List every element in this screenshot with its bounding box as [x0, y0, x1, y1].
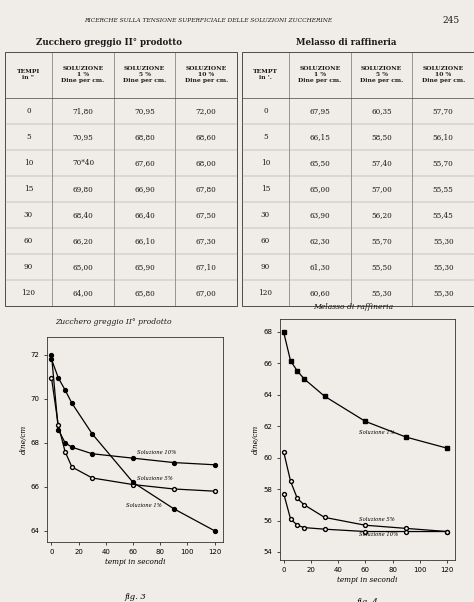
Text: RICERCHE SULLA TENSIONE SUPERFICIALE DELLE SOLUZIONI ZUCCHERINE: RICERCHE SULLA TENSIONE SUPERFICIALE DEL… — [84, 18, 333, 23]
Text: 10: 10 — [261, 159, 270, 167]
Text: 66,90: 66,90 — [134, 185, 155, 193]
Text: 67,60: 67,60 — [134, 159, 155, 167]
Text: Soluzione 10%: Soluzione 10% — [358, 532, 398, 537]
Text: 55,70: 55,70 — [433, 159, 454, 167]
Text: 64,00: 64,00 — [73, 289, 93, 297]
Text: 65,00: 65,00 — [73, 263, 93, 271]
Text: 15: 15 — [24, 185, 33, 193]
Y-axis label: dine/cm: dine/cm — [252, 425, 260, 454]
Text: 67,10: 67,10 — [196, 263, 217, 271]
Text: 66,15: 66,15 — [310, 133, 330, 141]
Text: 60: 60 — [261, 237, 270, 245]
Text: 10: 10 — [24, 159, 33, 167]
Text: 55,45: 55,45 — [433, 211, 454, 219]
Text: 56,20: 56,20 — [371, 211, 392, 219]
Text: 67,30: 67,30 — [196, 237, 217, 245]
Text: Melasso di raffineria: Melasso di raffineria — [296, 39, 396, 47]
Text: 5: 5 — [263, 133, 268, 141]
Text: TEMPI
in ": TEMPI in " — [17, 69, 40, 80]
Text: 65,00: 65,00 — [310, 185, 330, 193]
Text: 61,30: 61,30 — [310, 263, 330, 271]
Text: 58,50: 58,50 — [371, 133, 392, 141]
Text: 90: 90 — [24, 263, 33, 271]
Text: 68,60: 68,60 — [196, 133, 217, 141]
Text: Soluzione 5%: Soluzione 5% — [137, 476, 173, 481]
Text: 30: 30 — [24, 211, 33, 219]
Text: SOLUZIONE
5 %
Dine per cm.: SOLUZIONE 5 % Dine per cm. — [360, 66, 403, 83]
Text: 245: 245 — [443, 16, 460, 25]
Text: 60: 60 — [24, 237, 33, 245]
Text: Zucchero greggio II° prodotto: Zucchero greggio II° prodotto — [55, 318, 172, 326]
Text: Soluzione 1%: Soluzione 1% — [126, 503, 162, 507]
Text: 55,30: 55,30 — [371, 289, 392, 297]
Text: 56,10: 56,10 — [433, 133, 454, 141]
X-axis label: tempi in secondi: tempi in secondi — [105, 558, 165, 566]
Text: SOLUZIONE
1 %
Dine per cm.: SOLUZIONE 1 % Dine per cm. — [298, 66, 342, 83]
Text: 72,00: 72,00 — [196, 107, 217, 115]
FancyBboxPatch shape — [242, 52, 474, 306]
Text: 60,60: 60,60 — [310, 289, 330, 297]
X-axis label: tempi in secondi: tempi in secondi — [337, 576, 398, 585]
Text: 0: 0 — [263, 107, 268, 115]
Text: Zucchero greggio II° prodotto: Zucchero greggio II° prodotto — [36, 39, 182, 47]
Text: 67,80: 67,80 — [196, 185, 217, 193]
Text: 66,10: 66,10 — [134, 237, 155, 245]
Text: 66,20: 66,20 — [73, 237, 93, 245]
Text: 66,40: 66,40 — [134, 211, 155, 219]
Text: 68,40: 68,40 — [73, 211, 93, 219]
Text: 5: 5 — [26, 133, 31, 141]
Text: 120: 120 — [258, 289, 273, 297]
Text: 69,80: 69,80 — [73, 185, 93, 193]
Text: TEMPT
in '.: TEMPT in '. — [253, 69, 278, 80]
Text: 57,40: 57,40 — [371, 159, 392, 167]
Text: SOLUZIONE
10 %
Dine per cm.: SOLUZIONE 10 % Dine per cm. — [184, 66, 228, 83]
Text: 65,50: 65,50 — [310, 159, 330, 167]
Text: Melasso di raffineria: Melasso di raffineria — [313, 303, 393, 311]
Text: 68,80: 68,80 — [134, 133, 155, 141]
Text: 71,80: 71,80 — [73, 107, 93, 115]
Text: 70,95: 70,95 — [134, 107, 155, 115]
Text: 65,90: 65,90 — [134, 263, 155, 271]
Text: 55,70: 55,70 — [371, 237, 392, 245]
Text: 55,30: 55,30 — [433, 237, 454, 245]
Text: 60,35: 60,35 — [371, 107, 392, 115]
FancyBboxPatch shape — [5, 52, 237, 306]
Text: Soluzione 1%: Soluzione 1% — [358, 430, 394, 435]
Text: 120: 120 — [21, 289, 36, 297]
Text: 62,30: 62,30 — [310, 237, 330, 245]
Text: 55,30: 55,30 — [433, 263, 454, 271]
Text: Soluzione 5%: Soluzione 5% — [358, 517, 394, 521]
Y-axis label: dine/cm: dine/cm — [20, 425, 28, 454]
Text: 67,00: 67,00 — [196, 289, 217, 297]
Text: 70*40: 70*40 — [72, 159, 94, 167]
Text: 15: 15 — [261, 185, 270, 193]
Text: 55,55: 55,55 — [433, 185, 454, 193]
Text: 30: 30 — [261, 211, 270, 219]
Text: SOLUZIONE
5 %
Dine per cm.: SOLUZIONE 5 % Dine per cm. — [123, 66, 166, 83]
Text: 65,80: 65,80 — [134, 289, 155, 297]
Text: 67,50: 67,50 — [196, 211, 217, 219]
Text: fig. 4: fig. 4 — [356, 598, 378, 602]
Text: fig. 3: fig. 3 — [124, 593, 146, 601]
Text: 90: 90 — [261, 263, 270, 271]
Text: 0: 0 — [26, 107, 31, 115]
Text: 55,50: 55,50 — [371, 263, 392, 271]
Text: 68,00: 68,00 — [196, 159, 217, 167]
Text: 57,70: 57,70 — [433, 107, 454, 115]
Text: Soluzione 10%: Soluzione 10% — [137, 450, 176, 455]
Text: 67,95: 67,95 — [310, 107, 330, 115]
Text: 70,95: 70,95 — [73, 133, 93, 141]
Text: 57,00: 57,00 — [371, 185, 392, 193]
Text: SOLUZIONE
10 %
Dine per cm.: SOLUZIONE 10 % Dine per cm. — [421, 66, 465, 83]
Text: 63,90: 63,90 — [310, 211, 330, 219]
Text: 55,30: 55,30 — [433, 289, 454, 297]
Text: SOLUZIONE
1 %
Dine per cm.: SOLUZIONE 1 % Dine per cm. — [61, 66, 105, 83]
